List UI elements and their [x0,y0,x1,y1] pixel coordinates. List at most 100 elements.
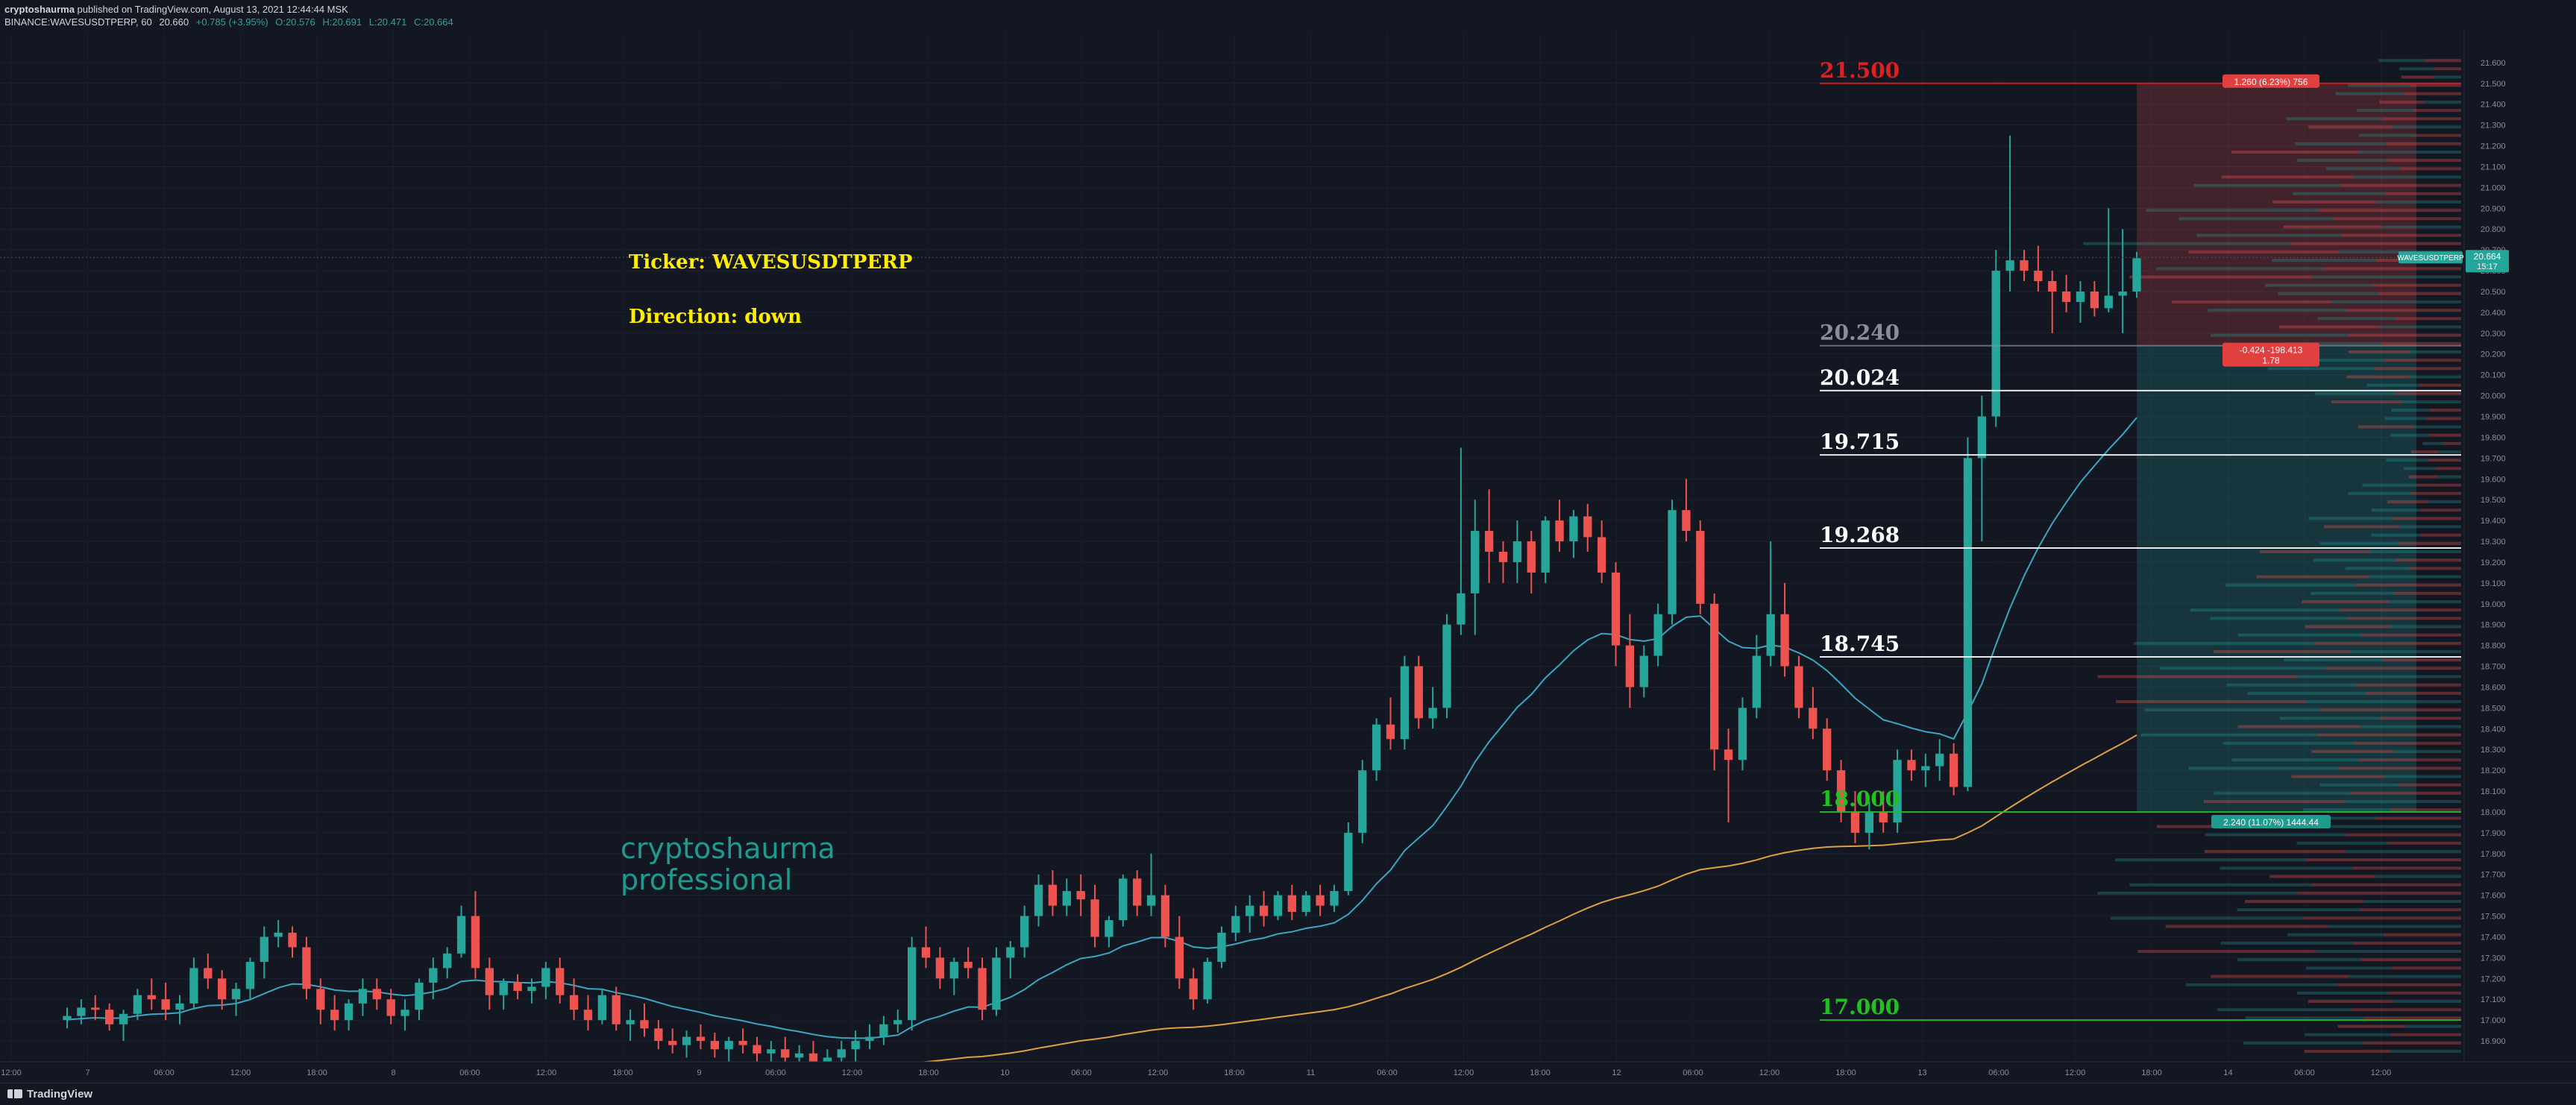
candle-body [823,1057,832,1062]
candle-body [1330,891,1339,906]
volume-profile-bar [2283,225,2381,229]
level-label: 18.745 [1820,632,1900,656]
level-label: 21.500 [1820,58,1900,83]
countdown-label: 15:17 [2477,262,2498,271]
candle-body [1780,614,1789,667]
volume-profile-bar [2363,1041,2461,1045]
candle-body [1119,878,1128,921]
volume-profile-bar [2324,825,2461,828]
volume-profile-bar [2420,509,2461,512]
candle-body [556,968,565,995]
volume-profile-bar [2226,683,2356,687]
volume-profile-bar [2317,317,2397,321]
volume-profile-bar [2308,125,2393,129]
candle-body [626,1020,635,1024]
price-tick-label: 20.400 [2481,309,2506,318]
tradingview-logo[interactable]: TradingView [7,1088,92,1101]
volume-profile-bar [2308,1000,2393,1004]
candle-body [1639,655,1648,687]
volume-profile-bar [2348,617,2461,620]
candle-body [569,995,579,1010]
volume-profile-bar [2305,1033,2391,1036]
volume-profile-bar [2371,509,2421,512]
current-price-tag: 20.664 [2474,251,2501,262]
candle-body [1175,936,1184,979]
ticker-annotation: Ticker: WAVESUSDTPERP [629,251,913,274]
volume-profile-bar [2083,242,2292,245]
volume-profile-bar [2211,333,2349,337]
volume-profile-bar [2413,109,2461,113]
volume-profile-bar [2325,667,2461,670]
volume-profile-bar [2188,250,2339,254]
symbol-label[interactable]: BINANCE:WAVESUSDTPERP, 60 [4,16,152,28]
candle-body [245,961,255,989]
volume-profile-bar [2387,500,2428,503]
candle-body [1498,551,1508,562]
volume-profile-bar [2311,883,2461,887]
volume-profile-bar [2259,550,2371,553]
volume-profile-bar [2348,350,2411,353]
candle-body [288,932,297,948]
volume-profile-bar [2390,808,2461,812]
price-tick-label: 21.000 [2481,183,2506,192]
volume-profile-bar [2217,1008,2352,1012]
volume-profile-bar [2379,100,2425,104]
volume-profile-bar [2247,691,2366,695]
time-tick-label: 12:00 [536,1068,557,1077]
price-tick-label: 18.500 [2481,704,2506,713]
volume-profile-bar [2410,450,2439,453]
volume-profile-bar [2271,259,2376,262]
brand-label: TradingView [27,1088,93,1101]
candle-body [1794,666,1803,708]
volume-profile-bar [2237,633,2361,637]
volume-profile-bar [2306,966,2392,970]
candle-body [63,1016,72,1021]
candle-body [640,1020,649,1029]
ema-slow-line [521,734,2137,1083]
candle-body [1921,766,1930,771]
author-name[interactable]: cryptoshaurma [4,4,75,15]
footer-bar: TradingView [0,1083,2576,1105]
volume-profile-bar [2280,717,2380,720]
volume-profile-bar [2401,75,2434,79]
candle-body [1836,770,1846,812]
volume-profile-bar [2140,733,2317,737]
volume-profile-bar [2392,1000,2461,1004]
candle-body [612,995,621,1024]
volume-profile-bar [2129,883,2312,887]
candle-body [133,995,142,1014]
candle-body [724,1041,733,1050]
price-tick-label: 18.700 [2481,663,2506,672]
volume-profile-bar [2397,541,2461,545]
candle-body [1358,770,1367,833]
volume-profile-bar [2205,833,2346,837]
volume-profile-bar [2220,866,2353,870]
candle-body [204,968,213,979]
time-tick-label: 7 [85,1068,89,1077]
volume-profile-bar [2346,850,2461,854]
volume-profile-bar [2278,325,2380,329]
volume-profile-bar [2349,791,2461,795]
candle-body [217,978,227,1000]
price-tick-label: 17.800 [2481,850,2506,859]
price-tick-label: 20.500 [2481,288,2506,297]
volume-profile-bar [2347,309,2461,312]
volume-profile-bar [2319,541,2398,545]
volume-profile-bar [2356,109,2414,113]
volume-profile-bar [2396,317,2461,321]
volume-profile-bar [2358,425,2415,429]
volume-profile-bar [2286,117,2383,121]
price-chart[interactable]: 21.50021.50020.24020.24020.02420.02419.7… [0,31,2576,1083]
volume-profile-bar [2303,808,2390,812]
price-tick-label: 17.200 [2481,975,2506,983]
candle-body [189,968,198,1004]
volume-profile-bar [2326,167,2401,171]
price-tick-label: 18.900 [2481,621,2506,630]
volume-profile-bar [2353,175,2461,179]
ohlc-line: BINANCE:WAVESUSDTPERP, 60 20.660 +0.785 … [4,16,458,28]
time-tick-label: 18:00 [612,1068,633,1077]
candle-body [1217,932,1226,962]
candle-body [1893,760,1902,822]
volume-profile-bar [2371,533,2421,537]
volume-profile-bar [2427,459,2461,462]
